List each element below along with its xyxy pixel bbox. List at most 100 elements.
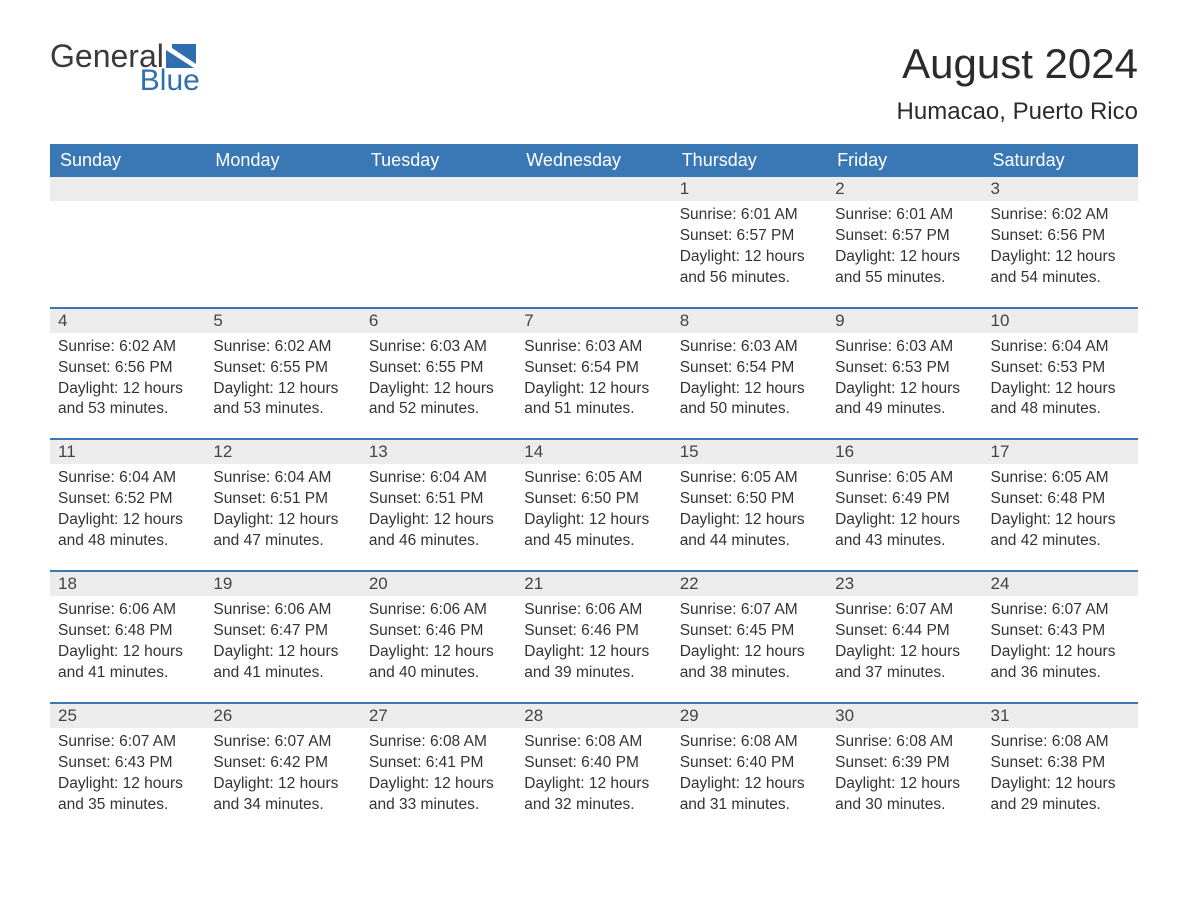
calendar-cell: 13Sunrise: 6:04 AMSunset: 6:51 PMDayligh… — [361, 440, 516, 562]
calendar-cell: 26Sunrise: 6:07 AMSunset: 6:42 PMDayligh… — [205, 704, 360, 826]
day-number: 18 — [50, 572, 205, 596]
day-body: Sunrise: 6:02 AMSunset: 6:56 PMDaylight:… — [983, 201, 1138, 299]
calendar-cell: 5Sunrise: 6:02 AMSunset: 6:55 PMDaylight… — [205, 309, 360, 431]
daylight-text: Daylight: 12 hours and 42 minutes. — [991, 510, 1130, 552]
day-number: 9 — [827, 309, 982, 333]
sunset-text: Sunset: 6:40 PM — [680, 753, 819, 774]
daylight-text: Daylight: 12 hours and 52 minutes. — [369, 379, 508, 421]
sunset-text: Sunset: 6:53 PM — [835, 358, 974, 379]
week-row: 25Sunrise: 6:07 AMSunset: 6:43 PMDayligh… — [50, 702, 1138, 826]
day-number: 22 — [672, 572, 827, 596]
sunrise-text: Sunrise: 6:06 AM — [213, 600, 352, 621]
month-title: August 2024 — [897, 40, 1138, 88]
sunset-text: Sunset: 6:46 PM — [369, 621, 508, 642]
day-number — [50, 177, 205, 201]
day-number: 27 — [361, 704, 516, 728]
day-number: 26 — [205, 704, 360, 728]
daylight-text: Daylight: 12 hours and 34 minutes. — [213, 774, 352, 816]
calendar-cell: 18Sunrise: 6:06 AMSunset: 6:48 PMDayligh… — [50, 572, 205, 694]
day-body: Sunrise: 6:08 AMSunset: 6:41 PMDaylight:… — [361, 728, 516, 826]
calendar-cell: 10Sunrise: 6:04 AMSunset: 6:53 PMDayligh… — [983, 309, 1138, 431]
day-body: Sunrise: 6:06 AMSunset: 6:48 PMDaylight:… — [50, 596, 205, 694]
sunrise-text: Sunrise: 6:07 AM — [213, 732, 352, 753]
sunset-text: Sunset: 6:55 PM — [369, 358, 508, 379]
day-number: 28 — [516, 704, 671, 728]
day-body: Sunrise: 6:04 AMSunset: 6:51 PMDaylight:… — [361, 464, 516, 562]
daylight-text: Daylight: 12 hours and 31 minutes. — [680, 774, 819, 816]
sunset-text: Sunset: 6:48 PM — [991, 489, 1130, 510]
day-body: Sunrise: 6:01 AMSunset: 6:57 PMDaylight:… — [672, 201, 827, 299]
sunset-text: Sunset: 6:48 PM — [58, 621, 197, 642]
sunrise-text: Sunrise: 6:04 AM — [58, 468, 197, 489]
calendar-cell — [516, 177, 671, 299]
sunrise-text: Sunrise: 6:08 AM — [524, 732, 663, 753]
calendar-cell: 25Sunrise: 6:07 AMSunset: 6:43 PMDayligh… — [50, 704, 205, 826]
day-number: 21 — [516, 572, 671, 596]
sunrise-text: Sunrise: 6:03 AM — [680, 337, 819, 358]
week-row: 4Sunrise: 6:02 AMSunset: 6:56 PMDaylight… — [50, 307, 1138, 431]
day-body: Sunrise: 6:01 AMSunset: 6:57 PMDaylight:… — [827, 201, 982, 299]
sunset-text: Sunset: 6:49 PM — [835, 489, 974, 510]
day-header-sunday: Sunday — [50, 144, 205, 177]
daylight-text: Daylight: 12 hours and 35 minutes. — [58, 774, 197, 816]
calendar-cell: 11Sunrise: 6:04 AMSunset: 6:52 PMDayligh… — [50, 440, 205, 562]
calendar-cell: 24Sunrise: 6:07 AMSunset: 6:43 PMDayligh… — [983, 572, 1138, 694]
day-body: Sunrise: 6:05 AMSunset: 6:50 PMDaylight:… — [672, 464, 827, 562]
sunrise-text: Sunrise: 6:07 AM — [835, 600, 974, 621]
sunrise-text: Sunrise: 6:05 AM — [524, 468, 663, 489]
daylight-text: Daylight: 12 hours and 48 minutes. — [991, 379, 1130, 421]
day-header-monday: Monday — [205, 144, 360, 177]
sunset-text: Sunset: 6:44 PM — [835, 621, 974, 642]
day-body: Sunrise: 6:07 AMSunset: 6:44 PMDaylight:… — [827, 596, 982, 694]
daylight-text: Daylight: 12 hours and 32 minutes. — [524, 774, 663, 816]
sunset-text: Sunset: 6:46 PM — [524, 621, 663, 642]
day-number: 31 — [983, 704, 1138, 728]
day-body: Sunrise: 6:08 AMSunset: 6:39 PMDaylight:… — [827, 728, 982, 826]
sunset-text: Sunset: 6:41 PM — [369, 753, 508, 774]
sunrise-text: Sunrise: 6:04 AM — [991, 337, 1130, 358]
calendar-cell: 19Sunrise: 6:06 AMSunset: 6:47 PMDayligh… — [205, 572, 360, 694]
day-number: 14 — [516, 440, 671, 464]
sunrise-text: Sunrise: 6:01 AM — [835, 205, 974, 226]
day-number: 2 — [827, 177, 982, 201]
calendar-cell: 30Sunrise: 6:08 AMSunset: 6:39 PMDayligh… — [827, 704, 982, 826]
calendar-cell: 6Sunrise: 6:03 AMSunset: 6:55 PMDaylight… — [361, 309, 516, 431]
sunset-text: Sunset: 6:51 PM — [213, 489, 352, 510]
daylight-text: Daylight: 12 hours and 40 minutes. — [369, 642, 508, 684]
day-body: Sunrise: 6:06 AMSunset: 6:46 PMDaylight:… — [516, 596, 671, 694]
daylight-text: Daylight: 12 hours and 53 minutes. — [58, 379, 197, 421]
sunrise-text: Sunrise: 6:07 AM — [58, 732, 197, 753]
title-block: August 2024 Humacao, Puerto Rico — [897, 40, 1138, 126]
day-body: Sunrise: 6:05 AMSunset: 6:48 PMDaylight:… — [983, 464, 1138, 562]
day-body: Sunrise: 6:04 AMSunset: 6:52 PMDaylight:… — [50, 464, 205, 562]
daylight-text: Daylight: 12 hours and 48 minutes. — [58, 510, 197, 552]
calendar-cell: 27Sunrise: 6:08 AMSunset: 6:41 PMDayligh… — [361, 704, 516, 826]
week-row: 1Sunrise: 6:01 AMSunset: 6:57 PMDaylight… — [50, 177, 1138, 299]
day-number: 16 — [827, 440, 982, 464]
day-body: Sunrise: 6:05 AMSunset: 6:50 PMDaylight:… — [516, 464, 671, 562]
daylight-text: Daylight: 12 hours and 41 minutes. — [58, 642, 197, 684]
calendar-cell: 21Sunrise: 6:06 AMSunset: 6:46 PMDayligh… — [516, 572, 671, 694]
daylight-text: Daylight: 12 hours and 49 minutes. — [835, 379, 974, 421]
sunrise-text: Sunrise: 6:03 AM — [524, 337, 663, 358]
daylight-text: Daylight: 12 hours and 45 minutes. — [524, 510, 663, 552]
day-number: 5 — [205, 309, 360, 333]
sunset-text: Sunset: 6:56 PM — [58, 358, 197, 379]
sunset-text: Sunset: 6:52 PM — [58, 489, 197, 510]
sunset-text: Sunset: 6:43 PM — [991, 621, 1130, 642]
sunrise-text: Sunrise: 6:02 AM — [213, 337, 352, 358]
day-body: Sunrise: 6:07 AMSunset: 6:45 PMDaylight:… — [672, 596, 827, 694]
sunrise-text: Sunrise: 6:08 AM — [835, 732, 974, 753]
day-number: 12 — [205, 440, 360, 464]
sunset-text: Sunset: 6:45 PM — [680, 621, 819, 642]
daylight-text: Daylight: 12 hours and 37 minutes. — [835, 642, 974, 684]
calendar-cell: 28Sunrise: 6:08 AMSunset: 6:40 PMDayligh… — [516, 704, 671, 826]
sunrise-text: Sunrise: 6:06 AM — [369, 600, 508, 621]
calendar-cell — [205, 177, 360, 299]
daylight-text: Daylight: 12 hours and 38 minutes. — [680, 642, 819, 684]
sunrise-text: Sunrise: 6:08 AM — [680, 732, 819, 753]
day-number: 29 — [672, 704, 827, 728]
day-body: Sunrise: 6:06 AMSunset: 6:46 PMDaylight:… — [361, 596, 516, 694]
calendar-cell: 23Sunrise: 6:07 AMSunset: 6:44 PMDayligh… — [827, 572, 982, 694]
day-header-tuesday: Tuesday — [361, 144, 516, 177]
